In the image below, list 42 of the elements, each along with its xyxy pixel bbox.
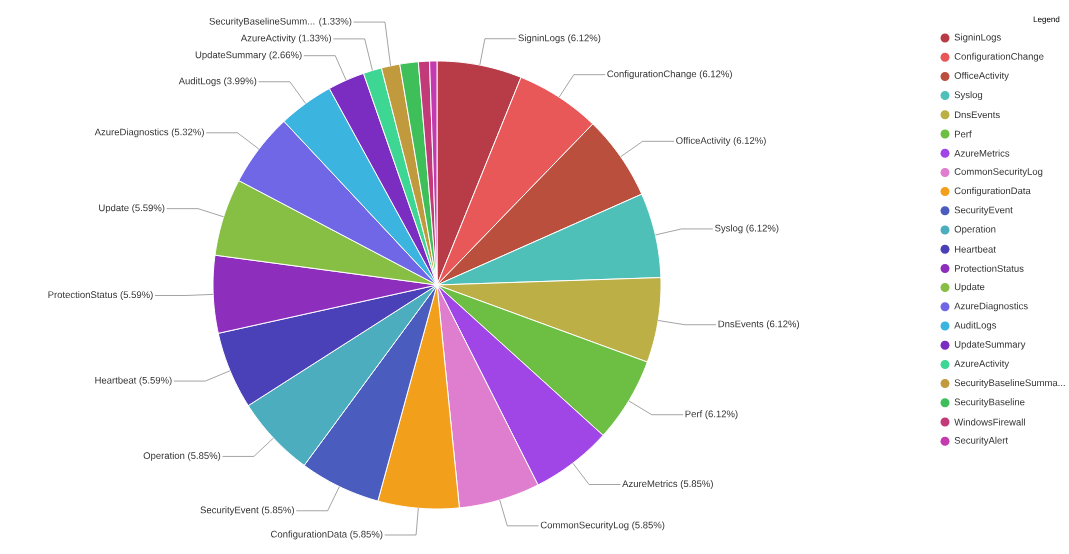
data-label: Operation (5.85%) (143, 452, 221, 461)
legend-label: SecurityEvent (954, 206, 1013, 216)
data-label: ConfigurationChange (6.12%) (607, 70, 732, 80)
data-label: Heartbeat (5.59%) (95, 376, 172, 386)
legend-label: Operation (954, 225, 996, 235)
legend-label: AzureMetrics (954, 149, 1010, 157)
legend-label: SigninLogs (954, 33, 1001, 43)
data-label: OfficeActivity (6.12%) (676, 136, 766, 146)
data-label: AzureActivity (1.33%) (240, 34, 332, 44)
legend-label: SecurityAlert (954, 436, 1008, 446)
data-label: Update (5.59%) (99, 204, 165, 214)
legend-label: Update (954, 283, 985, 293)
data-label: AzureDiagnostics (5.32%) (94, 128, 204, 138)
legend-label: Perf (954, 130, 972, 138)
legend-label: AuditLogs (954, 321, 997, 331)
legend-label: UpdateSummary (954, 340, 1026, 350)
legend-label: OfficeActivity (954, 71, 1009, 81)
data-label: CommonSecurityLog (5.85%) (540, 521, 665, 531)
legend-label: DnsEvents (954, 111, 1000, 119)
legend-label: AzureActivity (954, 359, 1010, 369)
data-label: AzureMetrics (5.85%) (622, 480, 713, 489)
data-label: ConfigurationData (5.85%) (271, 530, 383, 540)
legend-label: SecurityBaselineSumma... (954, 379, 1065, 389)
legend-label: SecurityBaseline (954, 398, 1025, 408)
data-label: SecurityEvent (5.85%) (200, 506, 294, 516)
legend-title: Legend (1033, 16, 1060, 24)
data-label: Syslog (6.12%) (715, 224, 779, 234)
legend-label: ProtectionStatus (954, 264, 1024, 272)
legend-label: ConfigurationChange (954, 52, 1044, 62)
data-label: SecurityBaselineSumm... (1.33%) (209, 17, 352, 27)
legend-label: AzureDiagnostics (954, 302, 1028, 312)
data-label: ProtectionStatus (5.59%) (48, 291, 153, 300)
legend-label: Heartbeat (954, 245, 996, 253)
data-label: AuditLogs (3.99%) (178, 77, 257, 87)
legend-label: CommonSecurityLog (954, 167, 1043, 177)
data-label: DnsEvents (6.12%) (718, 320, 800, 330)
legend-label: Syslog (954, 91, 983, 101)
legend-label: ConfigurationData (954, 187, 1031, 197)
data-label: SigninLogs (6.12%) (518, 34, 601, 44)
legend-label: WindowsFirewall (954, 418, 1025, 426)
data-label: UpdateSummary (2.66%) (195, 51, 302, 61)
data-label: Perf (6.12%) (685, 410, 738, 420)
